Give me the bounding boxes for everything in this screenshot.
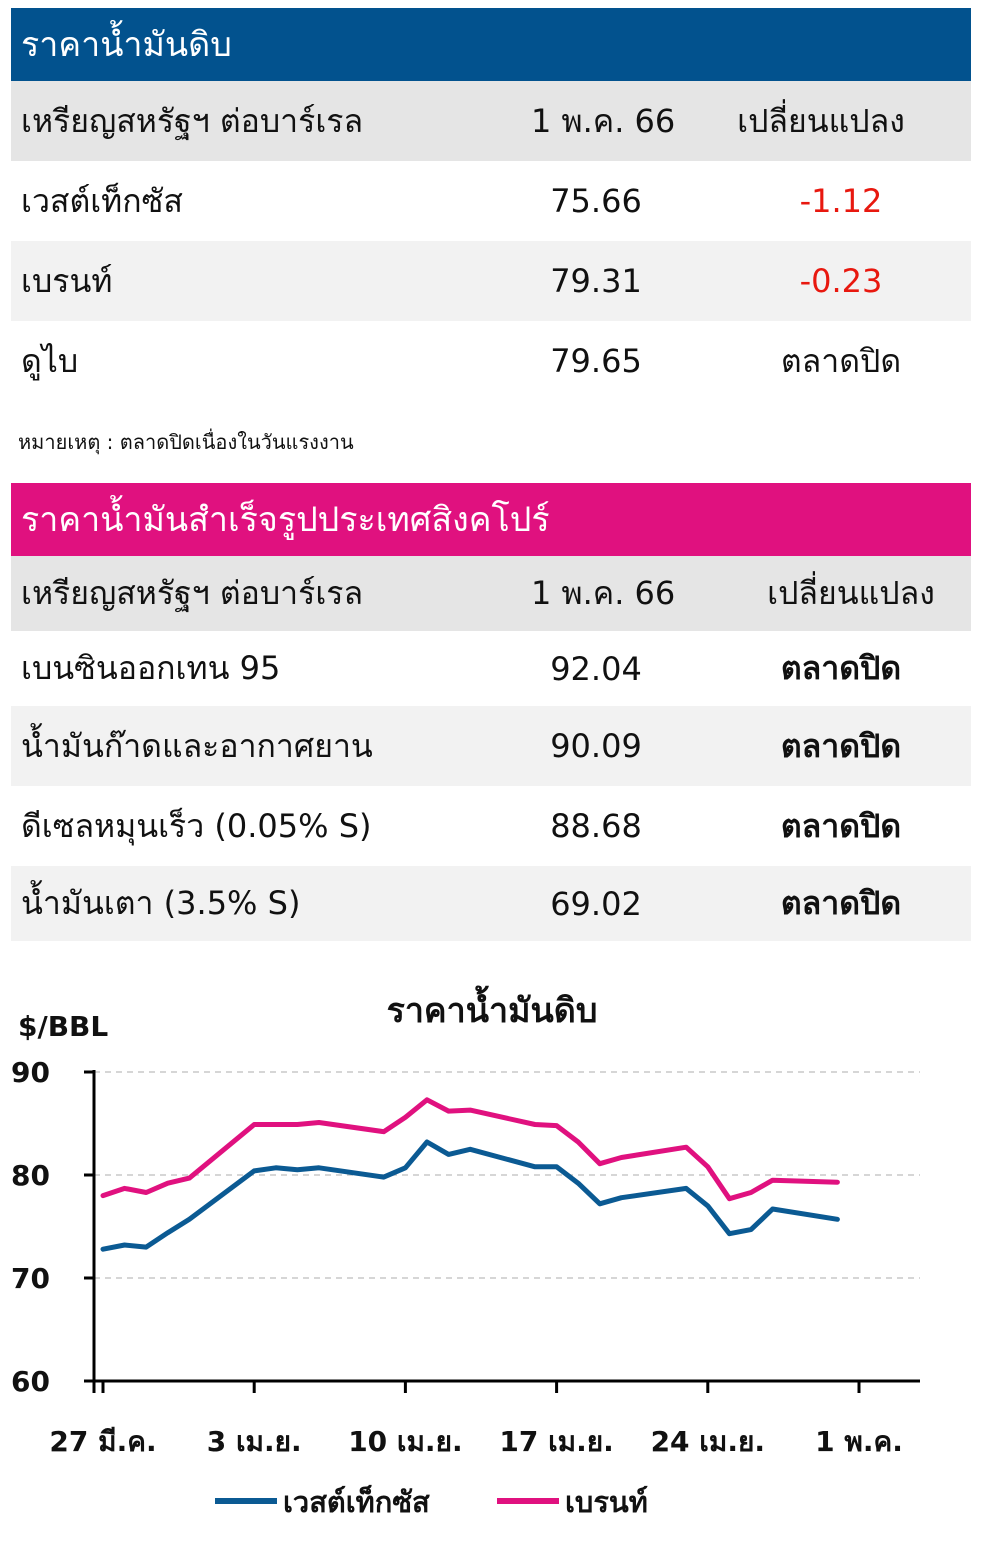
table-row: ดีเซลหมุนเร็ว (0.05% S) 88.68 ตลาดปิด — [11, 786, 971, 866]
x-tick-label: 24 เม.ย. — [651, 1425, 765, 1458]
x-tick-label: 1 พ.ค. — [815, 1425, 903, 1458]
singapore-change-gasoline95: ตลาดปิด — [780, 649, 902, 687]
crude-name-brent: เบรนท์ — [21, 261, 113, 300]
x-tick-label: 27 มี.ค. — [49, 1425, 156, 1458]
crude-note: หมายเหตุ : ตลาดปิดเนื่องในวันแรงงาน — [18, 430, 354, 454]
singapore-header-unit: เหรียญสหรัฐฯ ต่อบาร์เรล — [21, 574, 364, 612]
brent-series-line — [100, 1097, 840, 1202]
singapore-change-fueloil: ตลาดปิด — [780, 884, 902, 922]
crude-oil-title-text: ราคาน้ำมันดิบ — [21, 24, 232, 65]
y-tick-label: 60 — [11, 1365, 50, 1398]
singapore-change-jetkero: ตลาดปิด — [780, 726, 902, 765]
singapore-price-gasoline95: 92.04 — [550, 649, 642, 688]
singapore-title-text: ราคาน้ำมันสำเร็จรูปประเทศสิงคโปร์ — [21, 499, 550, 540]
singapore-price-jetkero: 90.09 — [550, 727, 642, 765]
singapore-name-fueloil: น้ำมันเตา (3.5% S) — [21, 884, 301, 922]
crude-name-wti: เวสต์เท็กซัส — [21, 181, 183, 220]
chart-title: ราคาน้ำมันดิบ — [386, 991, 598, 1031]
y-tick-label: 90 — [11, 1056, 50, 1089]
singapore-header-date: 1 พ.ค. 66 — [531, 574, 676, 612]
x-tick-label: 10 เม.ย. — [348, 1425, 462, 1458]
singapore-title: ราคาน้ำมันสำเร็จรูปประเทศสิงคโปร์ — [11, 483, 971, 556]
y-tick-label: 70 — [11, 1262, 50, 1295]
crude-price-brent: 79.31 — [550, 262, 642, 300]
crude-header-row: เหรียญสหรัฐฯ ต่อบาร์เรล 1 พ.ค. 66 เปลี่ย… — [11, 81, 971, 161]
table-row: น้ำมันก๊าดและอากาศยาน 90.09 ตลาดปิด — [11, 706, 971, 786]
crude-change-dubai: ตลาดปิด — [780, 341, 902, 380]
singapore-price-fueloil: 69.02 — [550, 884, 642, 923]
legend-label: เบรนท์ — [565, 1485, 648, 1519]
crude-price-chart: $/BBL 60 70 80 90 27 มี.ค. 3 เม.ย. 10 เม.ย. 17 … — [11, 1010, 920, 1519]
crude-price-wti: 75.66 — [550, 182, 642, 220]
crude-header-unit: เหรียญสหรัฐฯ ต่อบาร์เรล — [21, 101, 364, 140]
singapore-change-diesel: ตลาดปิด — [780, 806, 902, 845]
singapore-header-change: เปลี่ยนแปลง — [767, 574, 935, 612]
crude-oil-title: ราคาน้ำมันดิบ — [11, 8, 971, 81]
crude-change-wti: -1.12 — [799, 182, 883, 220]
singapore-name-gasoline95: เบนซินออกเทน 95 — [21, 649, 281, 687]
crude-header-change: เปลี่ยนแปลง — [737, 101, 905, 140]
table-row: เวสต์เท็กซัส 75.66 -1.12 — [11, 161, 971, 241]
singapore-header-row: เหรียญสหรัฐฯ ต่อบาร์เรล 1 พ.ค. 66 เปลี่ย… — [11, 556, 971, 631]
table-row: ดูไบ 79.65 ตลาดปิด — [11, 321, 971, 401]
y-axis-label: $/BBL — [18, 1010, 108, 1043]
x-tick-label: 3 เม.ย. — [207, 1425, 302, 1458]
crude-price-dubai: 79.65 — [550, 342, 642, 380]
x-tick-label: 17 เม.ย. — [499, 1425, 613, 1458]
table-row: เบรนท์ 79.31 -0.23 — [11, 241, 971, 321]
y-tick-label: 80 — [11, 1159, 50, 1192]
crude-change-brent: -0.23 — [799, 262, 883, 300]
table-row: น้ำมันเตา (3.5% S) 69.02 ตลาดปิด — [11, 866, 971, 941]
crude-header-date: 1 พ.ค. 66 — [531, 101, 676, 140]
singapore-price-diesel: 88.68 — [550, 807, 642, 845]
crude-name-dubai: ดูไบ — [21, 341, 79, 380]
table-row: เบนซินออกเทน 95 92.04 ตลาดปิด — [11, 631, 971, 706]
legend-label: เวสต์เท็กซัส — [283, 1484, 430, 1519]
singapore-name-diesel: ดีเซลหมุนเร็ว (0.05% S) — [21, 806, 372, 845]
wti-series-line — [100, 1139, 840, 1252]
singapore-name-jetkero: น้ำมันก๊าดและอากาศยาน — [21, 726, 373, 765]
